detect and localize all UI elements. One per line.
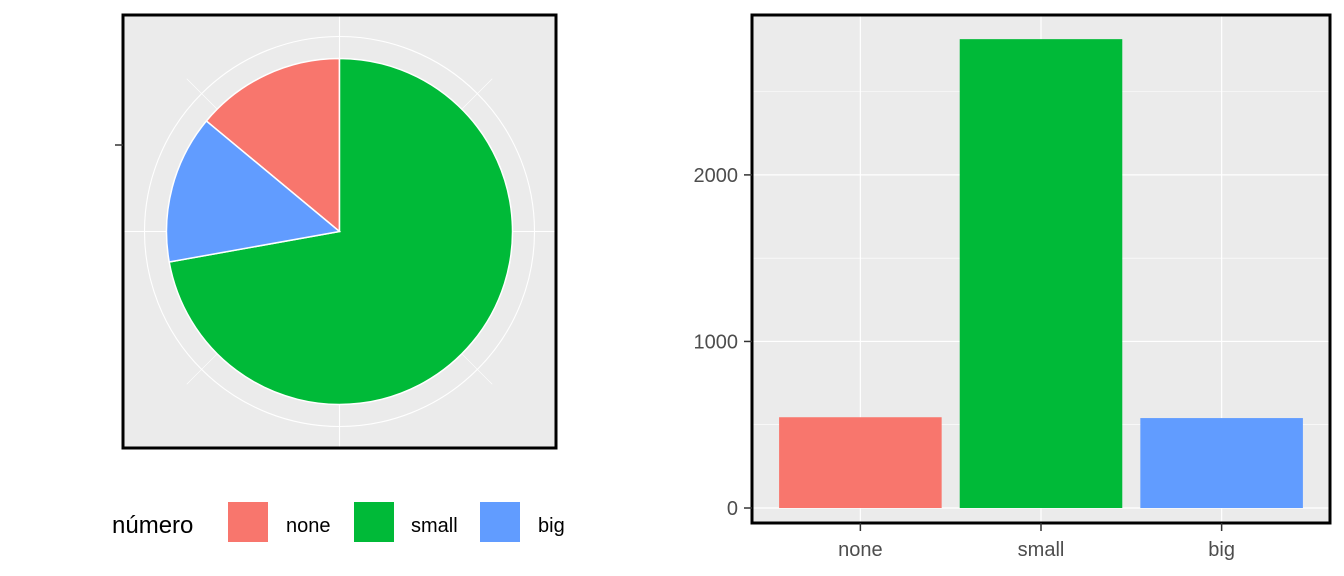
legend-title: número	[112, 512, 193, 539]
y-tick-label: 2000	[694, 165, 739, 187]
bar-none	[779, 417, 942, 509]
bar-chart: 0 1000 2000 none small big	[694, 13, 1332, 561]
bars	[779, 39, 1303, 509]
bar-small	[959, 39, 1123, 509]
y-tick-label: 0	[727, 498, 738, 520]
legend-label-big: big	[538, 515, 565, 537]
legend: número none small big	[112, 502, 565, 542]
legend-label-none: none	[286, 515, 331, 537]
bar-x-axis: none small big	[838, 523, 1235, 561]
legend-label-small: small	[411, 515, 458, 537]
bar-big	[1140, 418, 1303, 509]
x-tick-label-big: big	[1208, 539, 1235, 561]
pie-chart	[115, 13, 558, 450]
bar-y-axis: 0 1000 2000	[694, 165, 752, 520]
pie-panel-border	[121, 13, 558, 450]
pie-circular-gridline	[143, 35, 536, 428]
pie-slice-none	[205, 57, 341, 234]
pie-slice-small	[168, 57, 514, 406]
x-tick-label-none: none	[838, 539, 883, 561]
legend-key-none	[228, 502, 268, 542]
pie-slice-big	[165, 119, 342, 263]
legend-key-big	[480, 502, 520, 542]
y-tick-label: 1000	[694, 331, 739, 353]
x-tick-label-small: small	[1018, 539, 1065, 561]
legend-key-small	[354, 502, 394, 542]
pie-slices	[165, 57, 514, 406]
